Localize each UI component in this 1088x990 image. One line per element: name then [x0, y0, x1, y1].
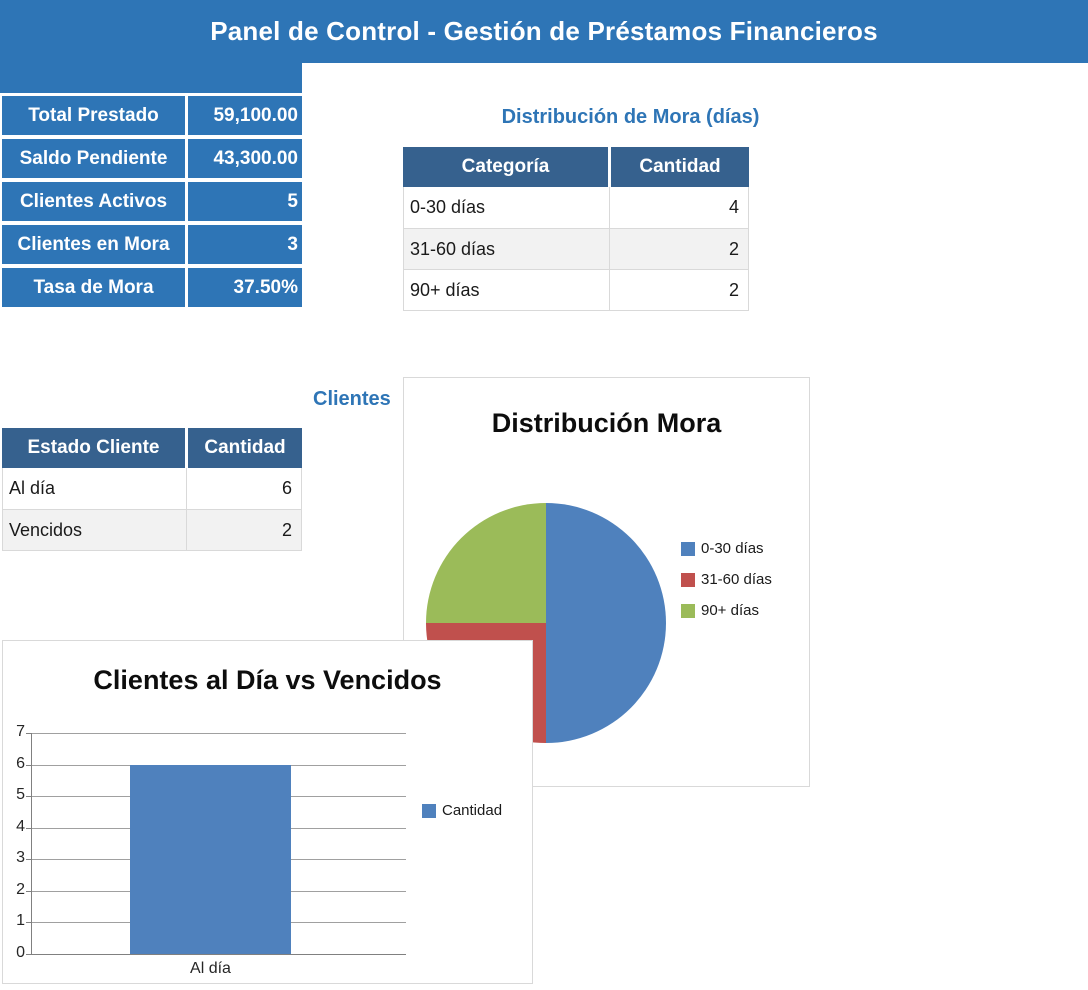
y-axis-tick-label: 5: [16, 786, 25, 804]
axis-tick: [26, 890, 31, 892]
summary-row: Total Prestado 59,100.00: [2, 96, 302, 135]
y-axis-tick-label: 3: [16, 849, 25, 867]
quantity-cell[interactable]: 2: [281, 519, 292, 540]
legend-item: 90+ días: [681, 602, 759, 619]
summary-label-cell[interactable]: Total Prestado: [2, 96, 185, 135]
y-axis-tick-label: 4: [16, 817, 25, 835]
axis-tick: [26, 733, 31, 734]
axis-tick: [26, 796, 31, 798]
table-row: Vencidos 2: [3, 509, 301, 550]
summary-value-cell[interactable]: 43,300.00: [188, 139, 302, 178]
table-header-row: Estado Cliente Cantidad: [2, 428, 302, 468]
legend-label: 90+ días: [701, 602, 759, 619]
legend-item: 31-60 días: [681, 571, 772, 588]
mora-table-title: Distribución de Mora (días): [501, 106, 760, 128]
summary-value-cell[interactable]: 5: [188, 182, 302, 221]
banner-extension-block: [0, 63, 302, 93]
category-cell[interactable]: 90+ días: [404, 270, 610, 310]
bar-chart-title: Clientes al Día vs Vencidos: [93, 665, 442, 695]
quantity-cell[interactable]: 2: [728, 238, 739, 259]
x-axis-category-label: Al día: [190, 960, 231, 977]
category-cell[interactable]: Al día: [3, 468, 187, 509]
table-header-row: Categoría Cantidad: [403, 147, 749, 187]
mora-distribution-table: Categoría Cantidad 0-30 días 4 31-60 días 2 90…: [403, 147, 749, 311]
dashboard-title-bar: Panel de Control - Gestión de Préstamos …: [0, 0, 1088, 63]
summary-label-cell[interactable]: Tasa de Mora: [2, 268, 185, 307]
gridline: [31, 954, 406, 955]
summary-value-cell[interactable]: 3: [188, 225, 302, 264]
dashboard-title: Panel de Control - Gestión de Préstamos …: [210, 16, 878, 46]
axis-tick: [26, 827, 31, 829]
legend-label: 0-30 días: [701, 540, 764, 557]
y-axis-tick-label: 2: [16, 880, 25, 898]
y-axis-line: [31, 733, 32, 954]
quantity-cell[interactable]: 4: [728, 197, 739, 217]
clientes-section-title-clipped: Clientes: [313, 388, 391, 410]
client-status-table: Estado Cliente Cantidad Al día 6 Vencidos 2: [2, 428, 302, 551]
legend-item: 0-30 días: [681, 540, 764, 557]
summary-value-cell[interactable]: 59,100.00: [188, 96, 302, 135]
summary-label-cell[interactable]: Saldo Pendiente: [2, 139, 185, 178]
summary-row: Clientes en Mora 3: [2, 225, 302, 264]
table-body: 0-30 días 4 31-60 días 2 90+ días 2: [403, 187, 749, 311]
summary-row: Tasa de Mora 37.50%: [2, 268, 302, 307]
table-header-cell[interactable]: Estado Cliente: [2, 428, 185, 468]
legend-item: Cantidad: [422, 802, 502, 819]
legend-swatch: [681, 572, 695, 587]
gridline: [31, 733, 406, 734]
y-axis-tick-label: 0: [16, 944, 25, 961]
bar-chart-plot-area: 0 1 2 3 4 5 6 7 Al día: [3, 641, 532, 983]
table-header-cell[interactable]: Categoría: [403, 147, 608, 187]
legend-swatch: [422, 803, 436, 818]
table-row: Al día 6: [3, 468, 301, 509]
summary-label-cell[interactable]: Clientes en Mora: [2, 225, 185, 264]
summary-row: Clientes Activos 5: [2, 182, 302, 221]
y-axis-tick-label: 6: [16, 754, 25, 772]
table-row: 90+ días 2: [404, 269, 748, 310]
pie-slice-90+ días[interactable]: [426, 503, 546, 623]
category-cell[interactable]: Vencidos: [3, 510, 187, 550]
table-header-cell[interactable]: Cantidad: [611, 147, 749, 187]
category-cell[interactable]: 0-30 días: [404, 187, 610, 228]
summary-value-cell[interactable]: 37.50%: [188, 268, 302, 307]
bar-chart-window[interactable]: Clientes al Día vs Vencidos 0 1 2 3 4 5 6 7 Al d…: [2, 640, 533, 984]
y-axis-tick-label: 7: [16, 723, 25, 740]
legend-label: 31-60 días: [701, 571, 772, 588]
axis-tick: [26, 764, 31, 766]
summary-row: Saldo Pendiente 43,300.00: [2, 139, 302, 178]
table-row: 0-30 días 4: [404, 187, 748, 228]
legend-label: Cantidad: [442, 802, 503, 819]
y-axis-tick-label: 1: [16, 912, 25, 930]
pie-slice-0-30 días[interactable]: [546, 503, 666, 743]
quantity-cell[interactable]: 2: [728, 279, 739, 300]
pie-chart-title: Distribución Mora: [491, 408, 722, 438]
summary-label-cell[interactable]: Clientes Activos: [2, 182, 185, 221]
legend-swatch: [681, 541, 695, 556]
table-row: 31-60 días 2: [404, 228, 748, 269]
category-cell[interactable]: 31-60 días: [404, 229, 610, 269]
axis-tick: [26, 922, 31, 924]
table-header-cell[interactable]: Cantidad: [188, 428, 302, 468]
summary-kpi-table: Total Prestado 59,100.00 Saldo Pendiente 43…: [2, 96, 302, 307]
legend-swatch: [681, 603, 695, 618]
bar-Al día[interactable]: [130, 764, 291, 954]
axis-tick: [26, 954, 31, 955]
table-body: Al día 6 Vencidos 2: [2, 468, 302, 551]
axis-tick: [26, 859, 31, 861]
quantity-cell[interactable]: 6: [281, 478, 292, 498]
